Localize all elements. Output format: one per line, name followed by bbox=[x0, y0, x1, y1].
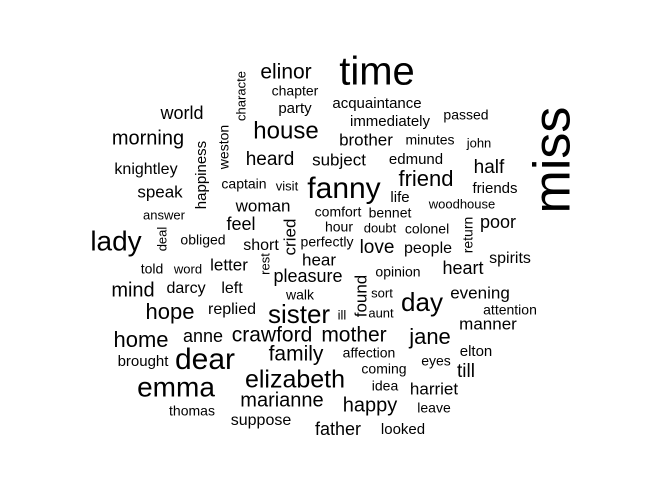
word-subject: subject bbox=[312, 150, 366, 169]
word-sister: sister bbox=[268, 299, 330, 329]
word-perfectly: perfectly bbox=[301, 234, 354, 250]
word-anne: anne bbox=[183, 326, 223, 346]
word-father: father bbox=[315, 419, 361, 439]
word-day: day bbox=[401, 287, 443, 317]
word-morning: morning bbox=[112, 127, 184, 149]
word-till: till bbox=[457, 361, 475, 382]
word-rest: rest bbox=[257, 253, 272, 275]
word-idea: idea bbox=[372, 378, 399, 394]
word-happy: happy bbox=[343, 394, 398, 416]
word-darcy: darcy bbox=[166, 280, 205, 297]
word-pleasure: pleasure bbox=[273, 266, 342, 286]
word-short: short bbox=[243, 237, 279, 254]
word-poor: poor bbox=[480, 212, 516, 232]
word-comfort: comfort bbox=[315, 204, 362, 220]
word-spirits: spirits bbox=[489, 250, 531, 267]
word-happiness: happiness bbox=[193, 141, 210, 209]
word-feel: feel bbox=[226, 214, 255, 234]
word-jane: jane bbox=[408, 324, 451, 349]
word-visit: visit bbox=[276, 178, 299, 193]
word-deal: deal bbox=[154, 227, 169, 252]
word-life: life bbox=[390, 189, 409, 206]
word-obliged: obliged bbox=[180, 232, 225, 248]
word-leave: leave bbox=[417, 400, 451, 416]
word-answer: answer bbox=[143, 207, 186, 222]
word-friends: friends bbox=[472, 180, 517, 197]
word-heard: heard bbox=[246, 149, 295, 170]
word-opinion: opinion bbox=[375, 264, 420, 280]
word-dear: dear bbox=[175, 343, 235, 376]
word-colonel: colonel bbox=[405, 221, 449, 237]
word-elton: elton bbox=[460, 343, 493, 360]
word-attention: attention bbox=[483, 302, 537, 318]
word-brought: brought bbox=[118, 353, 170, 370]
word-word: word bbox=[173, 261, 202, 276]
word-sort: sort bbox=[371, 285, 393, 300]
word-looked: looked bbox=[381, 421, 425, 438]
word-harriet: harriet bbox=[410, 379, 458, 398]
word-suppose: suppose bbox=[231, 412, 292, 429]
word-walk: walk bbox=[285, 287, 315, 303]
word-woman: woman bbox=[235, 196, 291, 215]
word-love: love bbox=[360, 237, 395, 258]
word-crawford: crawford bbox=[232, 324, 313, 347]
word-family: family bbox=[269, 343, 324, 366]
word-speak: speak bbox=[137, 182, 183, 201]
word-miss: miss bbox=[524, 107, 582, 214]
word-time: time bbox=[339, 50, 415, 94]
word-marianne: marianne bbox=[240, 389, 323, 411]
word-hour: hour bbox=[325, 219, 353, 235]
word-weston: weston bbox=[216, 125, 232, 170]
word-aunt: aunt bbox=[368, 305, 394, 320]
word-affection: affection bbox=[343, 345, 396, 361]
word-coming: coming bbox=[361, 361, 406, 377]
word-heart: heart bbox=[442, 258, 483, 278]
word-replied: replied bbox=[208, 301, 256, 318]
word-evening: evening bbox=[450, 283, 510, 302]
word-john: john bbox=[466, 135, 492, 150]
word-acquaintance: acquaintance bbox=[332, 95, 421, 112]
word-lady: lady bbox=[90, 225, 141, 256]
word-doubt: doubt bbox=[364, 220, 397, 235]
word-party: party bbox=[278, 100, 312, 117]
word-people: people bbox=[404, 240, 452, 257]
word-eyes: eyes bbox=[421, 353, 451, 369]
word-fanny: fanny bbox=[307, 172, 380, 205]
word-thomas: thomas bbox=[169, 403, 215, 419]
word-return: return bbox=[460, 217, 476, 254]
word-home: home bbox=[113, 327, 168, 352]
word-mother: mother bbox=[321, 324, 386, 347]
word-manner: manner bbox=[459, 314, 517, 333]
word-characte: characte bbox=[233, 71, 248, 121]
word-elinor: elinor bbox=[260, 61, 311, 84]
word-half: half bbox=[474, 157, 505, 178]
word-edmund: edmund bbox=[389, 151, 443, 168]
word-captain: captain bbox=[221, 176, 266, 192]
word-left: left bbox=[221, 280, 243, 297]
word-elizabeth: elizabeth bbox=[245, 366, 345, 394]
word-friend: friend bbox=[398, 166, 453, 191]
word-brother: brother bbox=[339, 130, 393, 149]
word-letter: letter bbox=[210, 255, 248, 274]
word-woodhouse: woodhouse bbox=[428, 196, 496, 211]
word-knightley: knightley bbox=[114, 161, 177, 178]
word-hear: hear bbox=[302, 250, 336, 269]
word-minutes: minutes bbox=[405, 132, 454, 148]
word-immediately: immediately bbox=[350, 113, 431, 130]
word-chapter: chapter bbox=[272, 83, 319, 99]
word-told: told bbox=[141, 261, 164, 277]
word-hope: hope bbox=[146, 299, 195, 324]
word-ill: ill bbox=[338, 307, 347, 322]
word-passed: passed bbox=[443, 107, 488, 123]
word-bennet: bennet bbox=[369, 205, 412, 221]
word-found: found bbox=[351, 275, 370, 318]
word-emma: emma bbox=[137, 371, 215, 402]
word-mind: mind bbox=[111, 279, 154, 301]
word-house: house bbox=[253, 117, 318, 144]
word-world: world bbox=[159, 103, 203, 123]
word-cried: cried bbox=[280, 219, 299, 256]
